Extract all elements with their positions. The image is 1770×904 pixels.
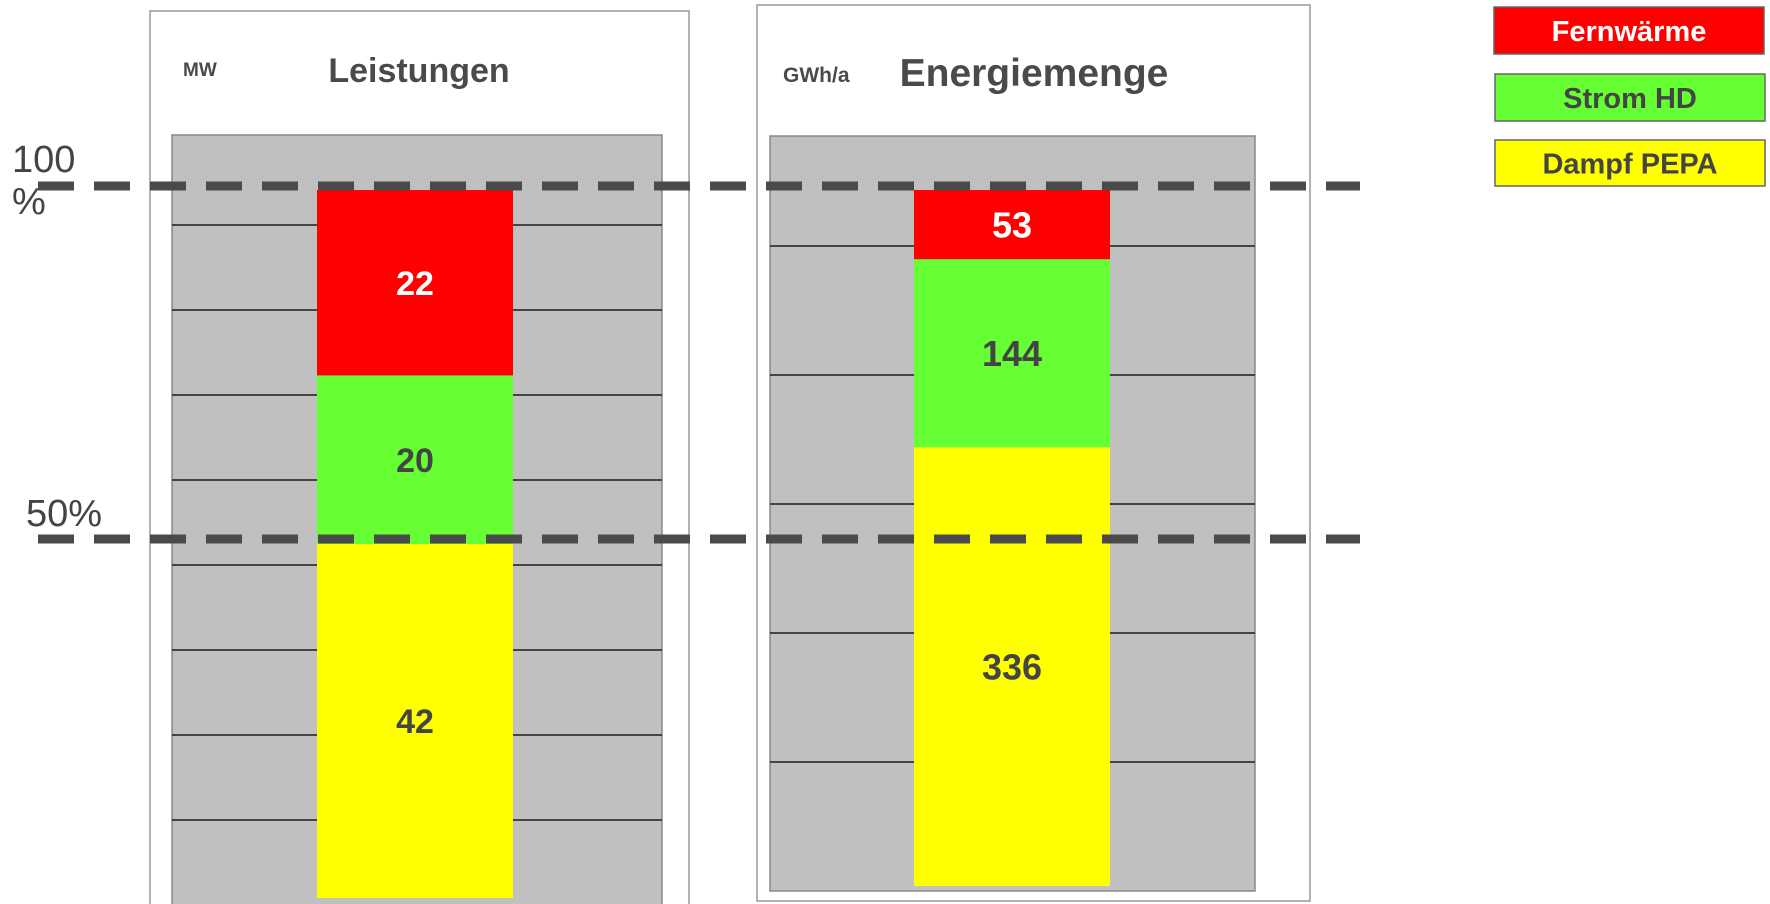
panel-power: MW Leistungen 42 20 22 [149, 10, 690, 904]
panel-energy-title: Energiemenge [900, 52, 1169, 95]
legend-swatch-2 [1494, 139, 1766, 187]
panel-power-title: Leistungen [328, 52, 509, 90]
bar-segment-label-0-2: 22 [396, 265, 434, 303]
reference-label-100: 100 % [12, 139, 86, 223]
legend-label-2: Dampf PEPA [1542, 148, 1717, 180]
panel-energy-unit: GWh/a [783, 64, 850, 87]
reference-lines: 100 % 50% [12, 139, 1360, 544]
reference-label-50: 50% [26, 493, 102, 535]
bar-segment-label-1-1: 144 [982, 333, 1042, 374]
legend: Fernwärme Strom HD Dampf PEPA [1493, 6, 1766, 187]
bar-segment-label-1-2: 53 [992, 205, 1032, 246]
panel-power-unit: MW [183, 60, 217, 81]
reference-label-100-line2: % [12, 181, 46, 223]
panel-energy-bar: 336 144 53 [914, 190, 1110, 886]
panel-energy: GWh/a Energiemenge 336 144 53 [756, 4, 1311, 902]
bar-segment-1-1 [914, 259, 1110, 448]
legend-swatch-1 [1494, 73, 1766, 122]
reference-label-100-line1: 100 [12, 139, 75, 181]
panel-power-bar: 42 20 22 [317, 190, 513, 898]
bar-segment-label-1-0: 336 [982, 647, 1042, 688]
bar-segment-label-0-1: 20 [396, 442, 434, 480]
legend-swatch-0 [1493, 6, 1765, 55]
bar-segment-1-0 [914, 447, 1110, 886]
bar-segment-0-2 [317, 190, 513, 376]
bar-segment-0-1 [317, 375, 513, 544]
bar-segment-1-2 [914, 190, 1110, 260]
bar-segment-label-0-0: 42 [396, 703, 434, 741]
legend-label-0: Fernwärme [1552, 16, 1707, 48]
bar-segment-0-0 [317, 544, 513, 898]
legend-label-1: Strom HD [1563, 83, 1697, 115]
